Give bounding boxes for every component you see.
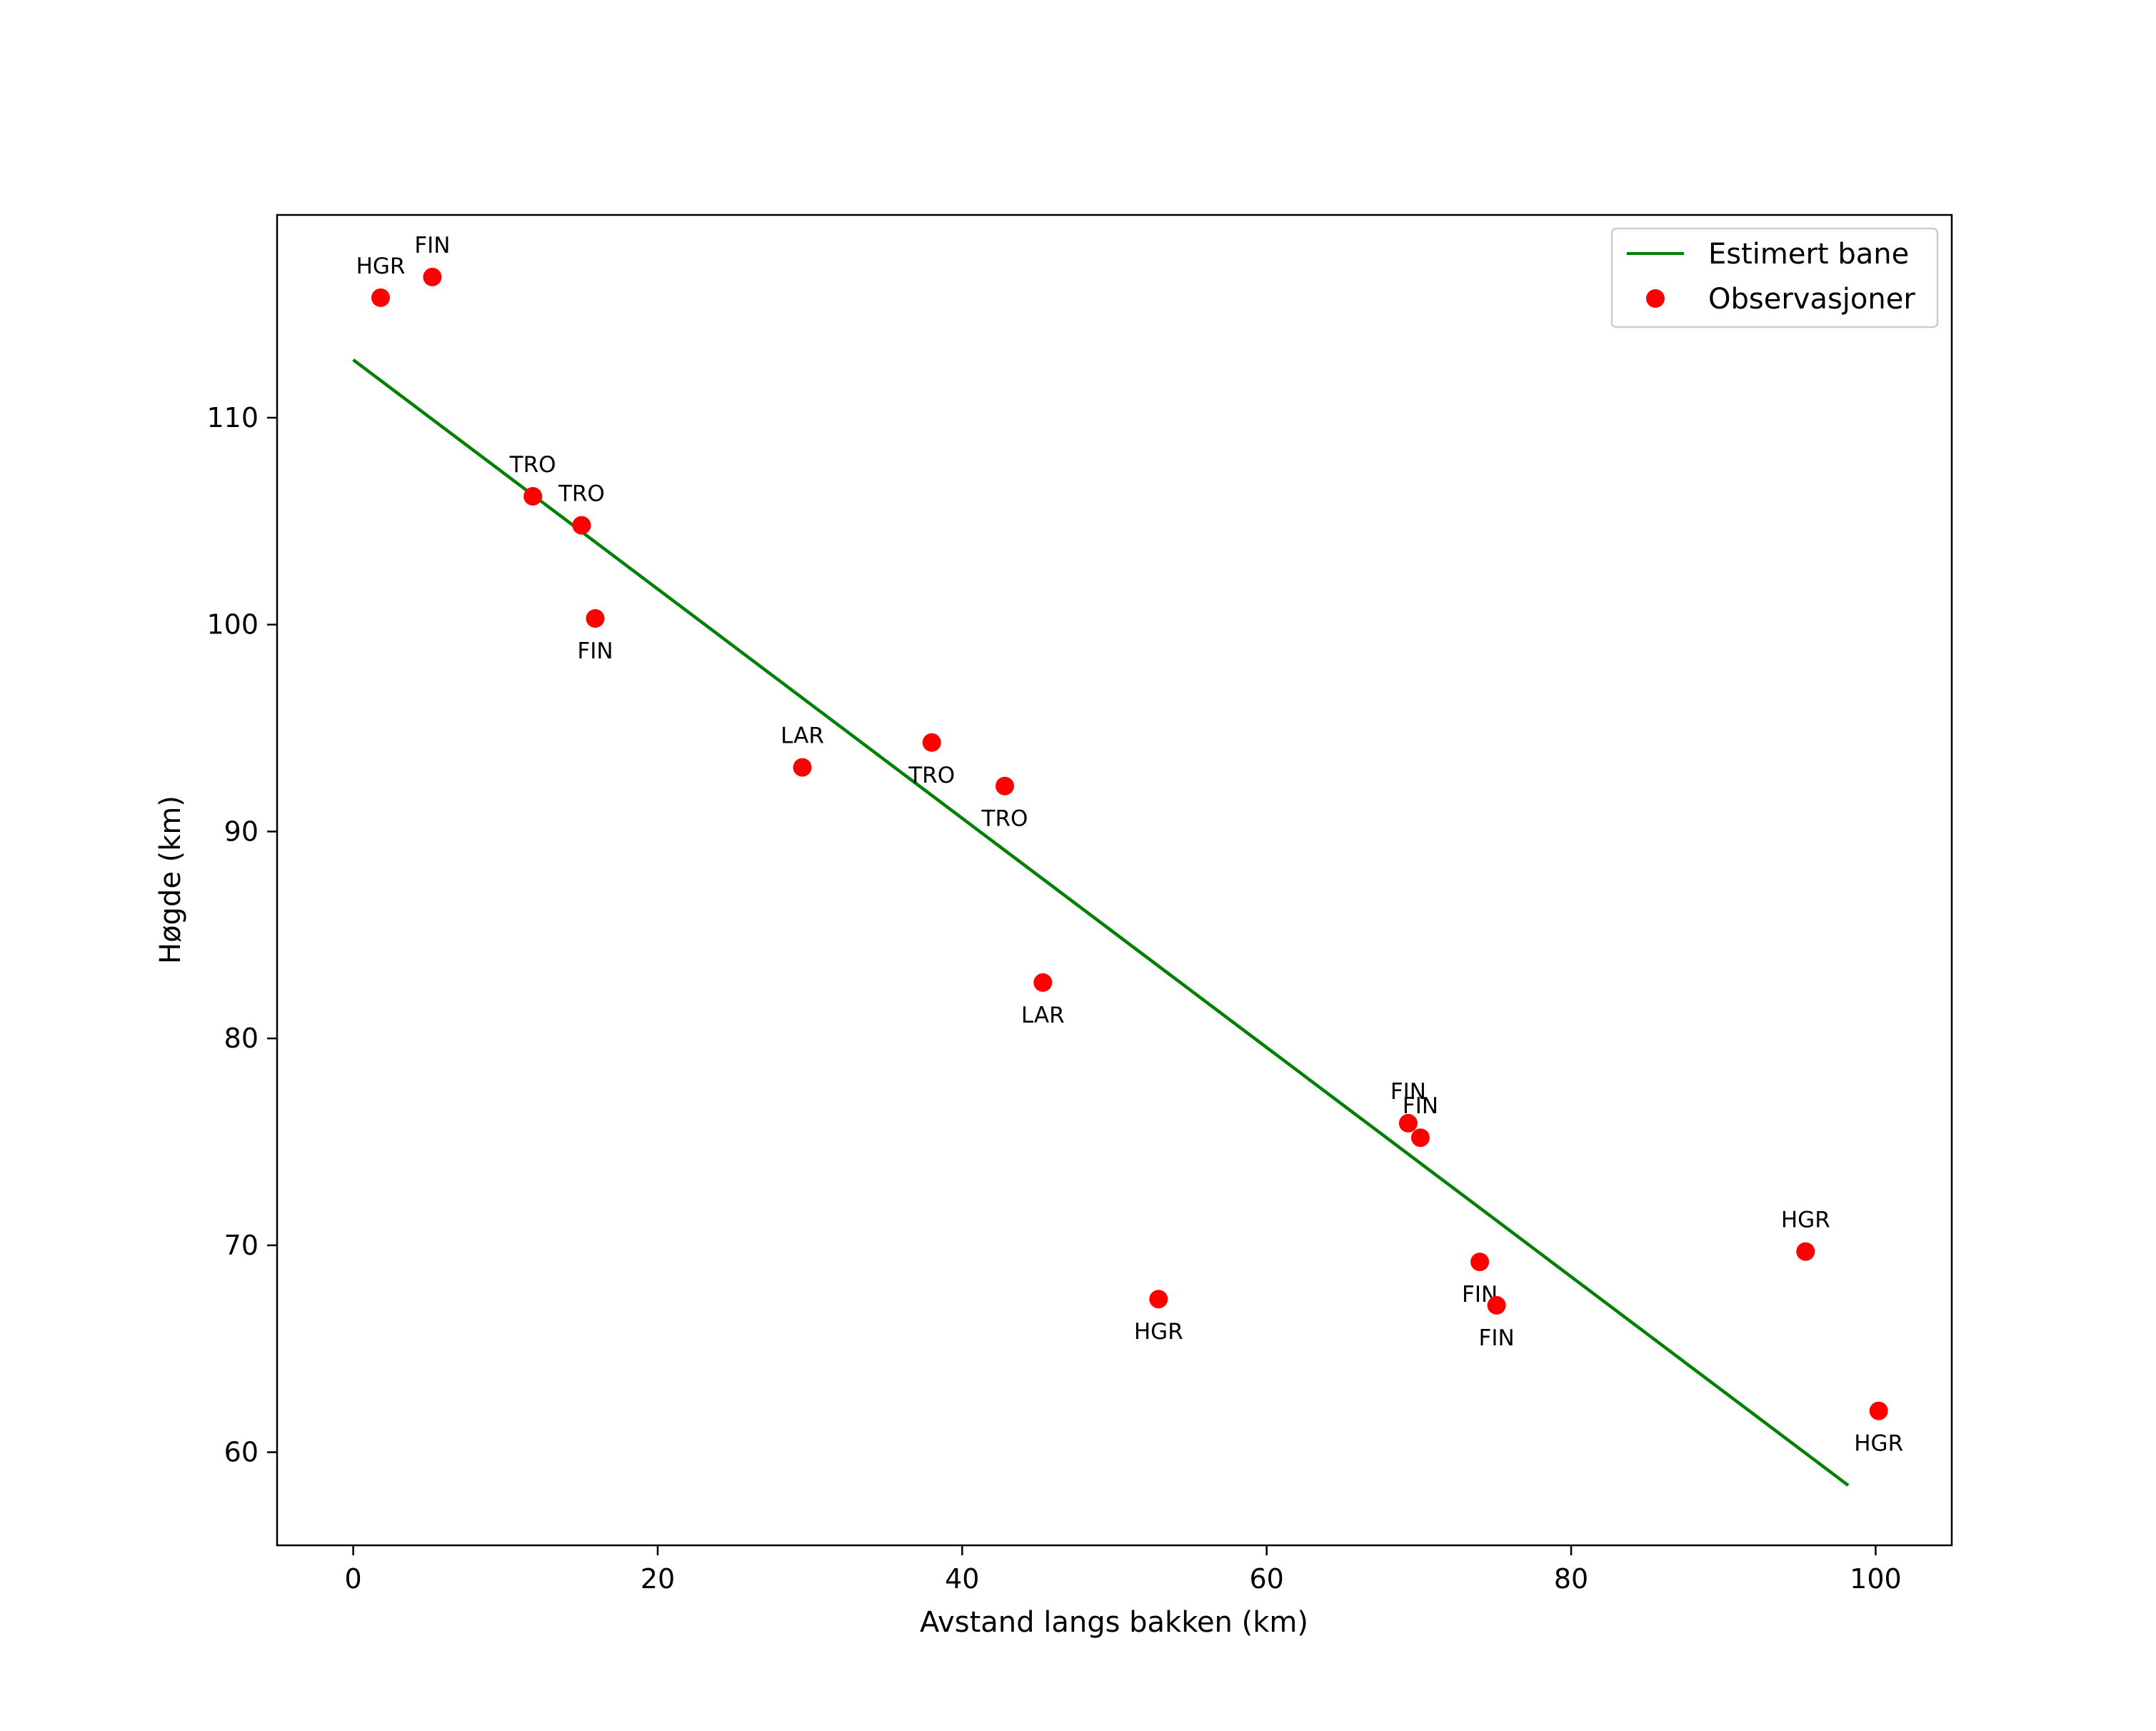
observation-label: TRO bbox=[509, 452, 556, 478]
plot-area: HGRFINTROTROFINLARTROTROLARHGRFINFINFINF… bbox=[352, 233, 1903, 1487]
observation-label: FIN bbox=[414, 233, 450, 259]
x-tick-label: 20 bbox=[641, 1563, 675, 1595]
observation-label: FIN bbox=[1479, 1325, 1515, 1351]
legend-label-observasjoner: Observasjoner bbox=[1708, 283, 1915, 316]
observation-point bbox=[1033, 973, 1053, 992]
observation-point bbox=[793, 758, 812, 777]
legend-label-estimert-bane: Estimert bane bbox=[1708, 238, 1909, 271]
observation-label: HGR bbox=[1134, 1319, 1183, 1345]
y-tick-label: 70 bbox=[224, 1230, 259, 1261]
x-axis-label: Avstand langs bakken (km) bbox=[920, 1606, 1308, 1639]
observation-label: TRO bbox=[558, 481, 605, 507]
axes-frame bbox=[276, 214, 1953, 1547]
observation-point bbox=[1470, 1253, 1490, 1272]
observation-label: FIN bbox=[1390, 1079, 1426, 1105]
x-tick-label: 40 bbox=[945, 1563, 979, 1595]
axis-ticks: 0 20 40 60 80 100 60 70 80 90 100 110 bbox=[206, 402, 1901, 1595]
observation-point bbox=[371, 288, 390, 307]
y-tick-label: 80 bbox=[224, 1023, 259, 1054]
observation-point bbox=[523, 487, 543, 506]
legend-box bbox=[1610, 227, 1939, 328]
y-tick-label: 90 bbox=[224, 816, 259, 847]
observation-label: FIN bbox=[1403, 1093, 1438, 1119]
estimated-trajectory-line bbox=[352, 358, 1850, 1487]
observation-point bbox=[996, 776, 1014, 796]
observation-label: FIN bbox=[577, 638, 613, 664]
observation-point bbox=[1398, 1113, 1418, 1133]
x-tick-label: 100 bbox=[1850, 1563, 1902, 1595]
y-tick-label: 110 bbox=[206, 402, 259, 433]
observation-label: LAR bbox=[781, 723, 824, 749]
observation-label: LAR bbox=[1021, 1003, 1065, 1028]
observation-point bbox=[922, 733, 941, 752]
x-tick-label: 80 bbox=[1554, 1563, 1588, 1595]
legend: Estimert bane Observasjoner bbox=[1610, 227, 1939, 328]
observation-point bbox=[1149, 1290, 1168, 1309]
x-tick-label: 0 bbox=[344, 1563, 361, 1595]
observation-point bbox=[1796, 1242, 1815, 1261]
y-axis-label: Høgde (km) bbox=[154, 796, 187, 964]
y-tick-label: 100 bbox=[206, 609, 259, 641]
observation-label: HGR bbox=[356, 254, 406, 279]
observation-point bbox=[1869, 1401, 1888, 1420]
observation-point bbox=[1411, 1128, 1430, 1148]
x-tick-label: 60 bbox=[1250, 1563, 1284, 1595]
observation-label: TRO bbox=[908, 763, 955, 788]
observation-point bbox=[1487, 1295, 1506, 1315]
observation-point bbox=[423, 267, 442, 286]
observation-label: HGR bbox=[1781, 1208, 1830, 1233]
y-tick-label: 60 bbox=[224, 1437, 259, 1468]
observation-label: TRO bbox=[981, 806, 1028, 832]
observation-label: HGR bbox=[1854, 1431, 1903, 1457]
observation-point bbox=[586, 609, 605, 628]
observation-point bbox=[572, 516, 591, 535]
legend-point-swatch bbox=[1646, 289, 1665, 308]
